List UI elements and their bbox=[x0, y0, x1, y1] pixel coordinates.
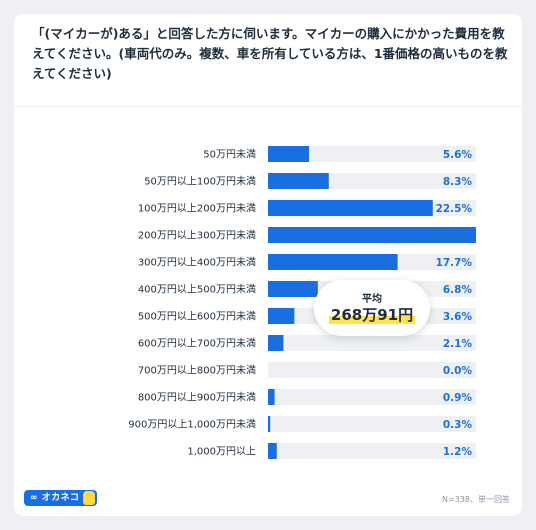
bar-track bbox=[268, 389, 476, 405]
bar bbox=[268, 416, 271, 432]
bar-track bbox=[268, 362, 476, 378]
bar bbox=[268, 443, 277, 459]
bar bbox=[268, 281, 318, 297]
value-label: 0.0% bbox=[443, 365, 473, 377]
mascot-icon bbox=[83, 491, 96, 505]
bar-track bbox=[268, 443, 476, 459]
bar bbox=[268, 227, 476, 243]
value-label: 8.3% bbox=[443, 176, 473, 188]
category-label: 800万円以上900万円未満 bbox=[138, 392, 256, 404]
question-text: 「(マイカーが)ある」と回答した方に伺います。マイカーの購入にかかった費用を教え… bbox=[32, 26, 508, 81]
bar bbox=[268, 254, 398, 270]
value-label: 3.6% bbox=[443, 311, 473, 323]
question-header: 「(マイカーが)ある」と回答した方に伺います。マイカーの購入にかかった費用を教え… bbox=[14, 14, 522, 107]
value-label: 6.8% bbox=[443, 284, 473, 296]
value-label: 2.1% bbox=[443, 338, 473, 350]
bar bbox=[268, 173, 329, 189]
survey-card: 「(マイカーが)ある」と回答した方に伺います。マイカーの購入にかかった費用を教え… bbox=[14, 14, 522, 516]
category-label: 50万円未満 bbox=[203, 149, 256, 161]
value-label: 0.3% bbox=[443, 419, 473, 431]
value-label: 5.6% bbox=[443, 149, 473, 161]
sample-note: N=338、単一回答 bbox=[442, 495, 510, 504]
bar bbox=[268, 308, 295, 324]
bar-chart: 50万円未満 5.6% 50万円以上100万円未満 8.3% 100万円以上200万円未… bbox=[14, 107, 522, 469]
value-label: 1.2% bbox=[443, 446, 473, 458]
category-label: 300万円以上400万円未満 bbox=[138, 257, 256, 269]
category-label: 500万円以上600万円未満 bbox=[138, 311, 256, 323]
category-label: 700万円以上800万円未満 bbox=[138, 365, 256, 377]
bar-track bbox=[268, 416, 476, 432]
bar-chart-svg: 50万円未満 5.6% 50万円以上100万円未満 8.3% 100万円以上200万円未… bbox=[128, 146, 476, 459]
category-label: 100万円以上200万円未満 bbox=[138, 203, 256, 215]
average-value: 268万91円 bbox=[328, 306, 416, 324]
category-label: 50万円以上100万円未満 bbox=[144, 176, 256, 188]
average-badge: 平均 268万91円 bbox=[314, 280, 430, 336]
bar-track bbox=[268, 335, 476, 351]
value-label: 17.7% bbox=[436, 257, 473, 269]
okaneko-logo: ∞ オカネコ bbox=[24, 490, 98, 506]
average-value-wrap: 268万91円 bbox=[314, 304, 430, 325]
category-label: 600万円以上700万円未満 bbox=[138, 338, 256, 350]
value-label: 22.5% bbox=[436, 203, 473, 215]
logo-text: ∞ オカネコ bbox=[30, 493, 80, 503]
value-label: 28.4% bbox=[436, 230, 473, 242]
category-label: 1,000万円以上 bbox=[187, 446, 256, 458]
category-label: 200万円以上300万円未満 bbox=[138, 230, 256, 242]
average-label: 平均 bbox=[362, 294, 382, 305]
category-label: 400万円以上500万円未満 bbox=[138, 284, 256, 296]
footer: ∞ オカネコ N=338、単一回答 bbox=[14, 484, 522, 516]
category-label: 900万円以上1,000万円未満 bbox=[128, 419, 256, 431]
value-label: 0.9% bbox=[443, 392, 473, 404]
bar bbox=[268, 335, 284, 351]
bar bbox=[268, 389, 275, 405]
bar bbox=[268, 146, 310, 162]
bar-track bbox=[268, 146, 476, 162]
bar bbox=[268, 200, 433, 216]
